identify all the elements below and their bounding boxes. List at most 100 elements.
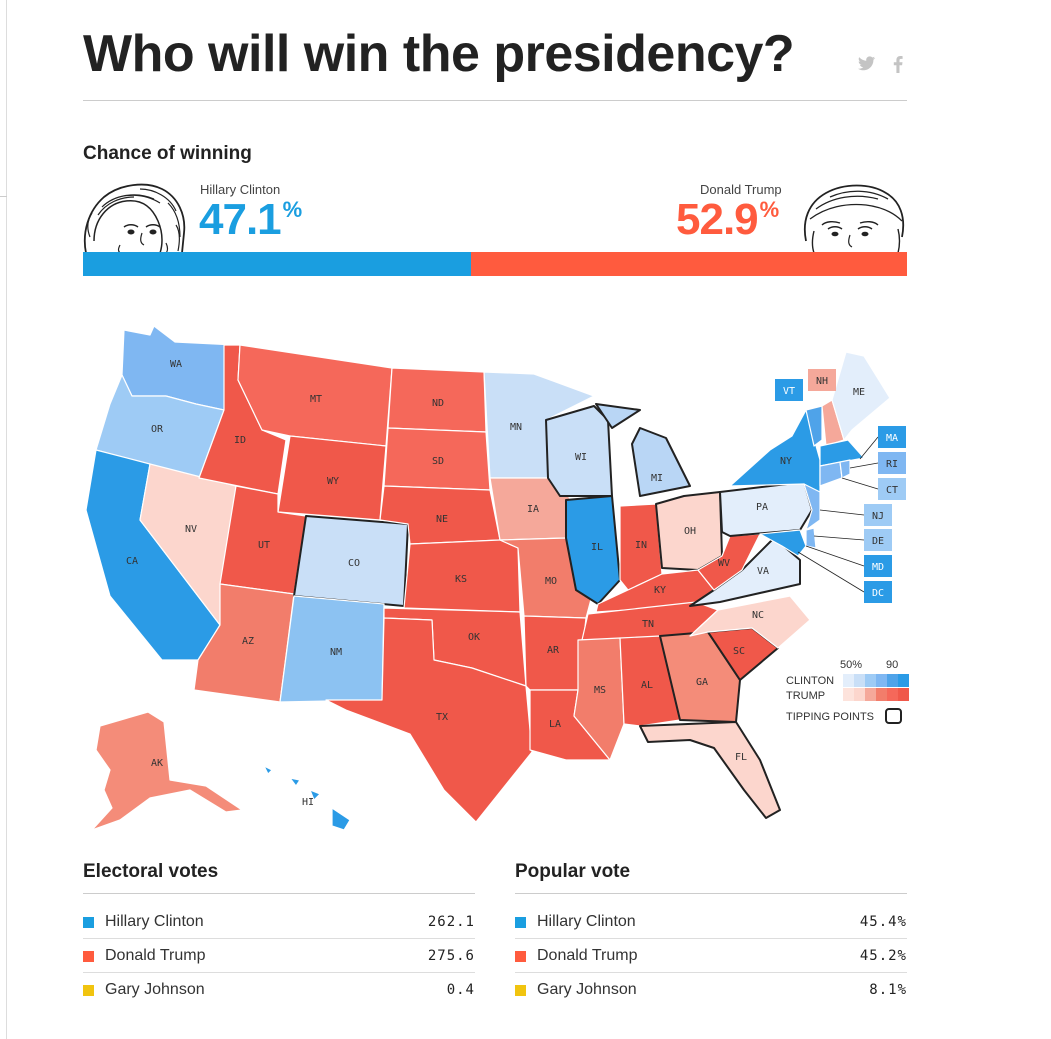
state-box-label-nh: NH bbox=[816, 376, 828, 387]
state-ri[interactable] bbox=[839, 459, 851, 479]
electoral-row-divider bbox=[83, 938, 475, 939]
legend-clinton: CLINTON bbox=[786, 675, 834, 687]
electoral-label: Electoral votes bbox=[83, 861, 219, 882]
state-ks[interactable] bbox=[403, 539, 521, 613]
legend-tipping: TIPPING POINTS bbox=[786, 711, 874, 723]
electoral-swatch-1 bbox=[83, 951, 94, 962]
state-label-va: VA bbox=[757, 566, 769, 577]
state-label-al: AL bbox=[641, 680, 653, 691]
legend-scale-low: 50% bbox=[840, 659, 862, 671]
electoral-row-divider bbox=[83, 972, 475, 973]
clinton-chance: 47.1% bbox=[199, 195, 302, 244]
trump-name: Donald Trump bbox=[700, 182, 782, 197]
state-label-hi: HI bbox=[302, 797, 314, 808]
state-label-nv: NV bbox=[185, 524, 197, 535]
electoral-row-value: 0.4 bbox=[446, 982, 475, 998]
popular-swatch-0 bbox=[515, 917, 526, 928]
electoral-row-name: Hillary Clinton bbox=[105, 913, 204, 930]
state-label-ny: NY bbox=[780, 456, 792, 467]
state-hi[interactable] bbox=[263, 765, 351, 831]
legend-swatch-trump-4 bbox=[887, 688, 898, 701]
box-leader-dc bbox=[797, 551, 865, 593]
clinton-chance-bar bbox=[83, 252, 471, 276]
legend-swatch-clinton-5 bbox=[898, 674, 909, 687]
page-frame-line bbox=[6, 0, 7, 1039]
state-box-label-dc: DC bbox=[872, 588, 884, 599]
electoral-swatch-0 bbox=[83, 917, 94, 928]
state-tx[interactable] bbox=[325, 617, 533, 823]
popular-row-value: 45.4% bbox=[859, 914, 907, 930]
state-box-dc[interactable] bbox=[864, 581, 892, 603]
state-box-de[interactable] bbox=[864, 529, 892, 551]
popular-divider bbox=[515, 893, 907, 894]
state-de[interactable] bbox=[805, 527, 817, 549]
state-box-md[interactable] bbox=[864, 555, 892, 577]
state-ny[interactable] bbox=[729, 409, 821, 495]
state-box-label-ri: RI bbox=[886, 459, 898, 470]
state-ma[interactable] bbox=[819, 439, 865, 467]
state-label-nm: NM bbox=[330, 647, 342, 658]
state-fl[interactable] bbox=[639, 721, 781, 819]
legend-swatch-clinton-3 bbox=[876, 674, 887, 687]
twitter-icon[interactable] bbox=[858, 56, 876, 76]
legend-swatch-clinton-1 bbox=[854, 674, 865, 687]
popular-swatch-2 bbox=[515, 985, 526, 996]
box-leader-ri bbox=[849, 462, 879, 469]
state-md[interactable] bbox=[759, 529, 807, 557]
state-label-ca: CA bbox=[126, 556, 138, 567]
state-box-nj[interactable] bbox=[864, 504, 892, 526]
clinton-name: Hillary Clinton bbox=[200, 182, 281, 197]
state-nj[interactable] bbox=[803, 483, 821, 531]
popular-label: Popular vote bbox=[515, 861, 631, 882]
state-box-label-ct: CT bbox=[886, 485, 898, 496]
state-box-vt[interactable] bbox=[775, 379, 803, 401]
state-nc[interactable] bbox=[689, 595, 811, 649]
trump-portrait bbox=[804, 184, 905, 253]
popular-row-value: 45.2% bbox=[859, 948, 907, 964]
legend-swatch-trump-3 bbox=[876, 688, 887, 701]
popular-row-divider bbox=[515, 972, 907, 973]
legend-swatch-clinton-2 bbox=[865, 674, 876, 687]
box-leader-de bbox=[813, 535, 865, 541]
state-box-ma[interactable] bbox=[878, 426, 906, 448]
box-leader-ct bbox=[841, 477, 879, 490]
state-box-label-vt: VT bbox=[783, 386, 795, 397]
state-label-ne: NE bbox=[436, 514, 448, 525]
chance-label: Chance of winning bbox=[83, 143, 252, 164]
state-label-il: IL bbox=[591, 542, 603, 553]
state-label-ak: AK bbox=[151, 758, 163, 769]
state-ak[interactable] bbox=[91, 711, 243, 831]
state-label-sd: SD bbox=[432, 456, 444, 467]
state-box-ri[interactable] bbox=[878, 452, 906, 474]
state-ct[interactable] bbox=[819, 461, 843, 487]
tipping-point-icon bbox=[885, 708, 902, 724]
state-label-ga: GA bbox=[696, 677, 708, 688]
state-label-mn: MN bbox=[510, 422, 522, 433]
state-label-co: CO bbox=[348, 558, 360, 569]
trump-chance: 52.9% bbox=[676, 195, 779, 244]
state-label-wy: WY bbox=[327, 476, 339, 487]
state-mi[interactable] bbox=[595, 403, 691, 497]
state-label-wa: WA bbox=[170, 359, 182, 370]
state-wi[interactable] bbox=[545, 405, 613, 497]
legend-swatch-clinton-4 bbox=[887, 674, 898, 687]
state-label-ks: KS bbox=[455, 574, 467, 585]
electoral-row-name: Donald Trump bbox=[105, 947, 206, 964]
state-label-wv: WV bbox=[718, 558, 730, 569]
state-label-ia: IA bbox=[527, 504, 539, 515]
state-label-or: OR bbox=[151, 424, 164, 435]
state-box-label-me: ME bbox=[853, 387, 865, 398]
title-divider bbox=[83, 100, 907, 101]
page-title: Who will win the presidency? bbox=[83, 25, 795, 83]
state-box-nh[interactable] bbox=[808, 369, 836, 391]
facebook-icon[interactable] bbox=[893, 56, 903, 78]
legend-swatch-trump-0 bbox=[843, 688, 854, 701]
state-label-ut: UT bbox=[258, 540, 270, 551]
box-leader-nj bbox=[819, 509, 865, 516]
state-me[interactable] bbox=[831, 351, 891, 441]
electoral-row-value: 262.1 bbox=[427, 914, 475, 930]
electoral-row-name: Gary Johnson bbox=[105, 981, 205, 998]
state-vt[interactable] bbox=[805, 405, 823, 447]
state-box-ct[interactable] bbox=[878, 478, 906, 500]
